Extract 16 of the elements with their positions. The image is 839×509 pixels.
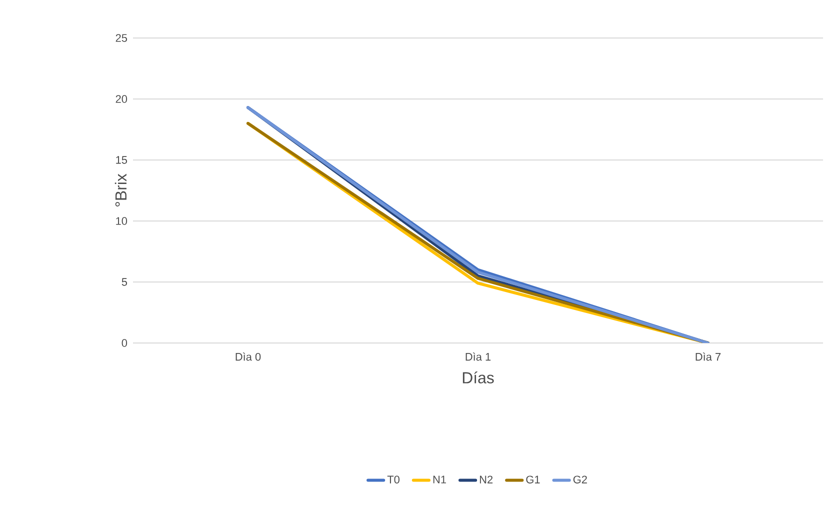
y-tick-label: 20: [116, 95, 128, 103]
legend-label: G1: [526, 476, 540, 484]
x-tick-label: Dìa 1: [466, 352, 491, 361]
x-tick-label: Dìa 7: [696, 352, 721, 361]
x-tick-label: Dìa 0: [236, 352, 261, 361]
y-tick-label: 15: [116, 156, 128, 164]
x-axis-title: Días: [462, 372, 494, 384]
legend-label: N2: [480, 476, 493, 484]
legend-label: T0: [387, 476, 400, 484]
legend-label: N1: [433, 476, 446, 484]
y-tick-label: 25: [116, 34, 128, 42]
y-tick-label: 5: [122, 278, 128, 286]
y-axis-title: °Brix: [114, 174, 126, 206]
y-tick-label: 0: [122, 339, 128, 347]
y-tick-label: 10: [116, 217, 128, 225]
legend-label: G2: [573, 476, 587, 484]
